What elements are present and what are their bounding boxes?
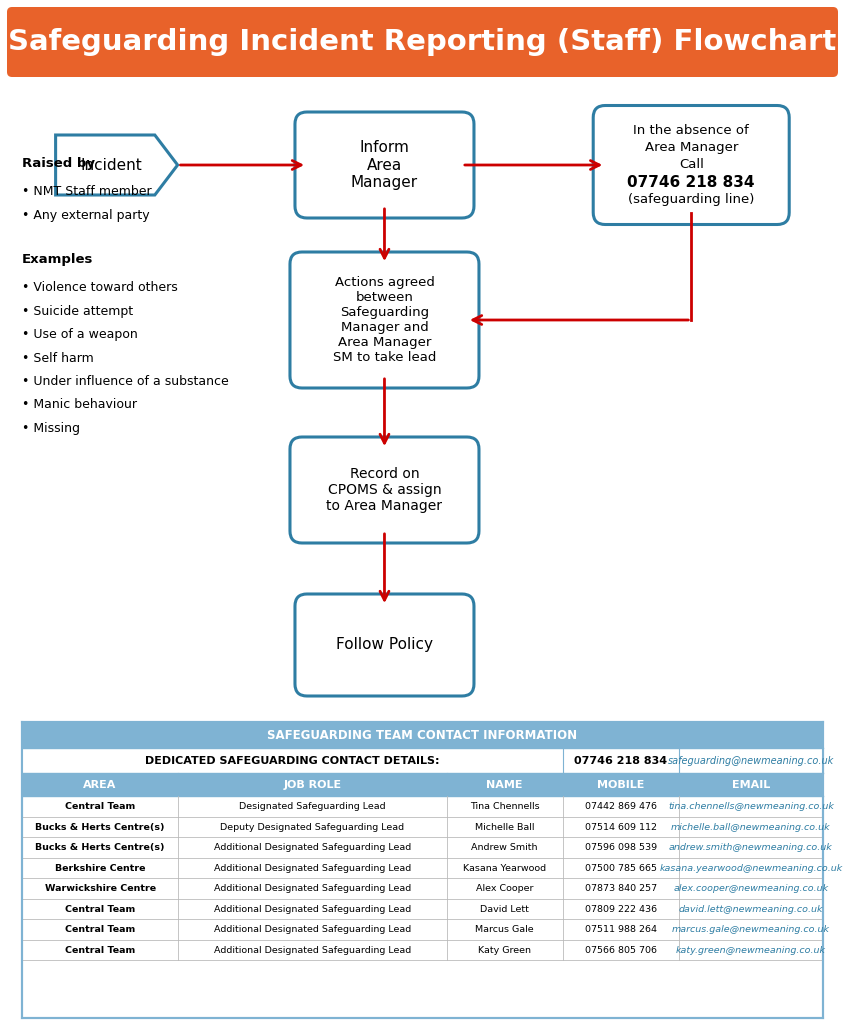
Text: Call: Call (678, 159, 703, 171)
Text: • Missing: • Missing (22, 422, 80, 435)
Text: 07500 785 665: 07500 785 665 (584, 863, 656, 872)
Text: Deputy Designated Safeguarding Lead: Deputy Designated Safeguarding Lead (220, 822, 404, 831)
FancyBboxPatch shape (295, 594, 473, 696)
FancyBboxPatch shape (22, 749, 822, 773)
Text: katy.green@newmeaning.co.uk: katy.green@newmeaning.co.uk (675, 946, 825, 954)
Polygon shape (56, 135, 177, 195)
FancyBboxPatch shape (289, 437, 479, 543)
Text: david.lett@newmeaning.co.uk: david.lett@newmeaning.co.uk (678, 904, 822, 913)
Text: • Any external party: • Any external party (22, 209, 149, 222)
Text: DEDICATED SAFEGUARDING CONTACT DETAILS:: DEDICATED SAFEGUARDING CONTACT DETAILS: (145, 756, 439, 766)
FancyBboxPatch shape (22, 722, 822, 749)
Text: • Suicide attempt: • Suicide attempt (22, 304, 133, 317)
Text: Kasana Yearwood: Kasana Yearwood (463, 863, 545, 872)
FancyBboxPatch shape (22, 722, 822, 1018)
Text: Bucks & Herts Centre(s): Bucks & Herts Centre(s) (35, 822, 165, 831)
Text: Central Team: Central Team (65, 946, 135, 954)
Text: • NMT Staff member: • NMT Staff member (22, 185, 151, 198)
FancyBboxPatch shape (289, 252, 479, 388)
FancyBboxPatch shape (7, 7, 837, 77)
Text: AREA: AREA (84, 779, 116, 790)
Text: Additional Designated Safeguarding Lead: Additional Designated Safeguarding Lead (214, 904, 410, 913)
Text: Tina Chennells: Tina Chennells (469, 802, 538, 811)
Text: Safeguarding Incident Reporting (Staff) Flowchart: Safeguarding Incident Reporting (Staff) … (8, 28, 836, 56)
Text: kasana.yearwood@newmeaning.co.uk: kasana.yearwood@newmeaning.co.uk (658, 863, 841, 872)
Text: Area Manager: Area Manager (644, 141, 737, 154)
Text: Michelle Ball: Michelle Ball (474, 822, 533, 831)
FancyBboxPatch shape (22, 773, 822, 797)
Text: Follow Policy: Follow Policy (336, 638, 432, 652)
Text: In the absence of: In the absence of (633, 124, 748, 136)
Text: 07596 098 539: 07596 098 539 (584, 843, 656, 852)
Text: Examples: Examples (22, 253, 94, 266)
Text: Inform
Area
Manager: Inform Area Manager (350, 140, 418, 189)
FancyBboxPatch shape (295, 112, 473, 218)
Text: Alex Cooper: Alex Cooper (475, 884, 533, 893)
Text: Incident: Incident (81, 158, 143, 172)
Text: 07809 222 436: 07809 222 436 (584, 904, 656, 913)
Text: michelle.ball@newmeaning.co.uk: michelle.ball@newmeaning.co.uk (670, 822, 830, 831)
Text: Record on
CPOMS & assign
to Area Manager: Record on CPOMS & assign to Area Manager (326, 467, 442, 513)
Text: David Lett: David Lett (479, 904, 528, 913)
Text: 07566 805 706: 07566 805 706 (584, 946, 656, 954)
Text: Andrew Smith: Andrew Smith (471, 843, 538, 852)
Text: Additional Designated Safeguarding Lead: Additional Designated Safeguarding Lead (214, 843, 410, 852)
Text: Central Team: Central Team (65, 904, 135, 913)
Text: SAFEGUARDING TEAM CONTACT INFORMATION: SAFEGUARDING TEAM CONTACT INFORMATION (267, 729, 577, 741)
FancyBboxPatch shape (592, 105, 788, 224)
Text: • Use of a weapon: • Use of a weapon (22, 328, 138, 341)
Text: • Under influence of a substance: • Under influence of a substance (22, 375, 229, 388)
Text: 07873 840 257: 07873 840 257 (584, 884, 656, 893)
Text: Berkshire Centre: Berkshire Centre (55, 863, 145, 872)
Text: Katy Green: Katy Green (478, 946, 531, 954)
Text: Marcus Gale: Marcus Gale (474, 925, 533, 934)
Text: Bucks & Herts Centre(s): Bucks & Herts Centre(s) (35, 843, 165, 852)
Text: 07746 218 834: 07746 218 834 (574, 756, 667, 766)
Text: 07442 869 476: 07442 869 476 (584, 802, 656, 811)
Text: alex.cooper@newmeaning.co.uk: alex.cooper@newmeaning.co.uk (673, 884, 827, 893)
Text: • Violence toward others: • Violence toward others (22, 281, 177, 294)
Text: Warwickshire Centre: Warwickshire Centre (45, 884, 155, 893)
Text: • Self harm: • Self harm (22, 351, 94, 365)
Text: EMAIL: EMAIL (731, 779, 769, 790)
Text: • Manic behaviour: • Manic behaviour (22, 398, 137, 412)
Text: 07746 218 834: 07746 218 834 (627, 175, 754, 190)
Text: Central Team: Central Team (65, 925, 135, 934)
Text: 07514 609 112: 07514 609 112 (584, 822, 656, 831)
Text: (safeguarding line): (safeguarding line) (627, 194, 754, 207)
Text: marcus.gale@newmeaning.co.uk: marcus.gale@newmeaning.co.uk (671, 925, 829, 934)
Text: Additional Designated Safeguarding Lead: Additional Designated Safeguarding Lead (214, 863, 410, 872)
Text: NAME: NAME (486, 779, 522, 790)
Text: Raised by: Raised by (22, 157, 95, 170)
Text: Designated Safeguarding Lead: Designated Safeguarding Lead (239, 802, 385, 811)
Text: Additional Designated Safeguarding Lead: Additional Designated Safeguarding Lead (214, 925, 410, 934)
Text: andrew.smith@newmeaning.co.uk: andrew.smith@newmeaning.co.uk (668, 843, 832, 852)
Text: JOB ROLE: JOB ROLE (283, 779, 341, 790)
Text: MOBILE: MOBILE (597, 779, 644, 790)
Text: Additional Designated Safeguarding Lead: Additional Designated Safeguarding Lead (214, 884, 410, 893)
Text: Additional Designated Safeguarding Lead: Additional Designated Safeguarding Lead (214, 946, 410, 954)
Text: tina.chennells@newmeaning.co.uk: tina.chennells@newmeaning.co.uk (667, 802, 833, 811)
Text: safeguarding@newmeaning.co.uk: safeguarding@newmeaning.co.uk (667, 756, 833, 766)
Text: 07511 988 264: 07511 988 264 (584, 925, 656, 934)
Text: Central Team: Central Team (65, 802, 135, 811)
Text: Actions agreed
between
Safeguarding
Manager and
Area Manager
SM to take lead: Actions agreed between Safeguarding Mana… (333, 276, 436, 364)
